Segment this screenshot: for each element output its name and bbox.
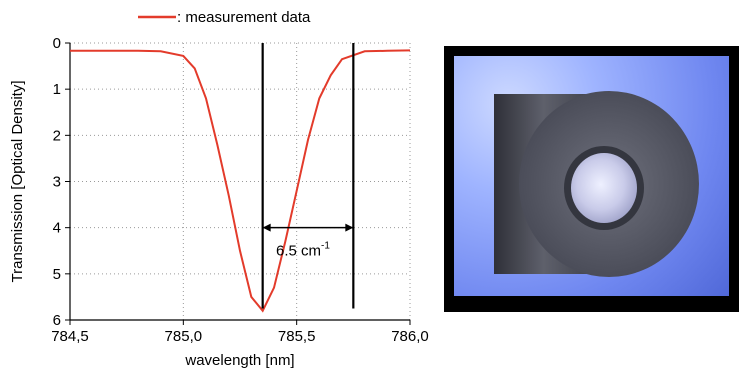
width-arrow-head-left (262, 223, 271, 232)
y-tick-label: 4 (53, 220, 61, 237)
y-axis-label: Transmission [Optical Density] (9, 80, 26, 282)
y-tick-label: 6 (53, 312, 61, 329)
y-tick-label: 2 (53, 127, 61, 144)
plot-layer: 784,5 785,0 785,5 786,0 0 1 2 3 4 5 6 wavelength [n… (9, 9, 429, 369)
legend-label: : measurement data (177, 9, 311, 26)
y-tick-label: 1 (53, 81, 61, 98)
y-tick-label: 0 (53, 35, 61, 52)
filter-photo-frame (444, 46, 739, 312)
optical-filter-icon (494, 91, 699, 277)
fwhm-annotation: 6.5 cm-1 (276, 240, 330, 259)
x-axis-label: wavelength [nm] (184, 352, 294, 369)
x-tick-label: 786,0 (391, 328, 429, 345)
filter-photo (454, 56, 729, 296)
series-line (70, 49, 411, 313)
x-tick-label: 785,5 (278, 328, 316, 345)
x-tick-label: 784,5 (51, 328, 89, 345)
width-arrow-head-right (345, 223, 354, 232)
y-tick-label: 3 (53, 174, 61, 191)
y-tick-label: 5 (53, 266, 61, 283)
x-tick-label: 785,0 (165, 328, 203, 345)
